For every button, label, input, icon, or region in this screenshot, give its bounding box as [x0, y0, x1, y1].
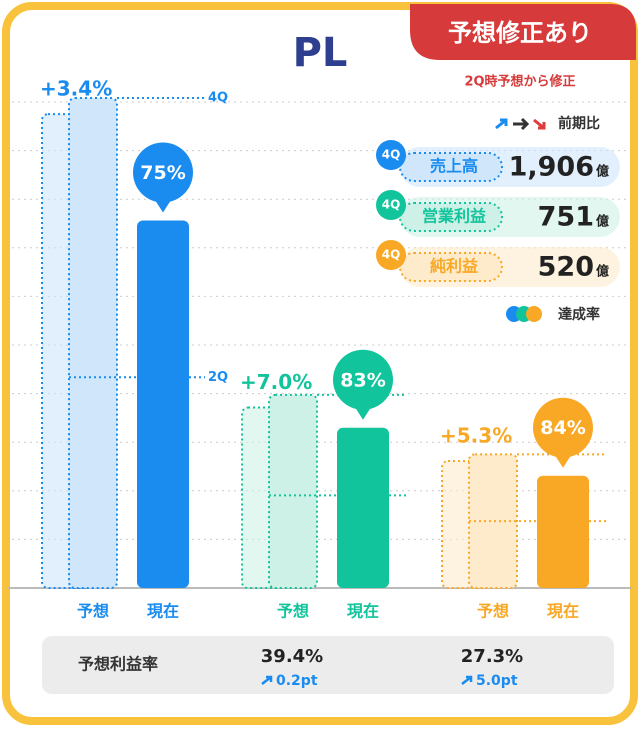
bubble: [533, 397, 593, 458]
comparison-label: 前期比: [558, 115, 600, 132]
achievement-label: 83%: [340, 369, 385, 391]
forecast-value: 520: [538, 252, 594, 283]
forecast-bar: [468, 453, 518, 589]
forecast-change-label: +3.4%: [40, 77, 112, 101]
forecast-bar: [268, 393, 318, 590]
bar-label: 予想: [77, 602, 109, 621]
badge-bg: [410, 4, 636, 60]
forecast-change-label: +5.3%: [440, 424, 512, 448]
marker-label: 2Q: [208, 370, 228, 385]
period-label: 4Q: [382, 198, 401, 212]
current-bar: [337, 427, 389, 588]
forecast-value: 1,906: [509, 152, 594, 183]
legend-dot: [526, 306, 542, 322]
bar-label: 現在: [547, 602, 579, 621]
achievement-legend: 達成率: [558, 306, 600, 323]
forecast-change-label: +7.0%: [240, 370, 312, 394]
legend-pill: [399, 202, 503, 232]
margin-arrow: [461, 675, 473, 685]
achievement-label: 84%: [540, 417, 585, 439]
margin-value: 27.3%: [461, 646, 523, 667]
title: PL: [293, 30, 348, 76]
legend-name: 純利益: [430, 257, 478, 276]
comparison-arrows: [495, 117, 546, 131]
margin-change: 5.0pt: [476, 673, 518, 689]
current-bar: [537, 475, 589, 588]
bar-label: 予想: [277, 602, 309, 621]
period-label: 4Q: [382, 248, 401, 262]
marker-label: 4Q: [208, 91, 228, 106]
legend-pill: [399, 252, 503, 282]
bubble: [333, 349, 393, 410]
legend-name: 営業利益: [422, 207, 486, 226]
period-label: 4Q: [382, 148, 401, 162]
period-badge: [376, 190, 406, 220]
bar-label: 予想: [477, 602, 509, 621]
forecast-bar: [68, 97, 118, 589]
legend-pill: [399, 152, 503, 182]
unit-label: 億: [596, 264, 609, 280]
unit-label: 億: [596, 164, 609, 180]
margin-change: 0.2pt: [276, 673, 318, 689]
bubble: [133, 142, 193, 203]
badge-note: 2Q時予想から修正: [464, 74, 575, 90]
bar-label: 現在: [347, 602, 379, 621]
bar-label: 現在: [147, 602, 179, 621]
margin-arrow: [261, 675, 273, 685]
current-bar: [137, 220, 189, 588]
forecast-value: 751: [538, 202, 594, 233]
unit-label: 億: [596, 214, 609, 230]
period-badge: [376, 240, 406, 270]
period-badge: [376, 140, 406, 170]
legend-name: 売上高: [430, 157, 478, 176]
margin-value: 39.4%: [261, 646, 323, 667]
margin-label: 予想利益率: [78, 655, 158, 674]
achievement-label: 75%: [140, 162, 185, 184]
badge: 予想修正あり: [448, 19, 592, 47]
